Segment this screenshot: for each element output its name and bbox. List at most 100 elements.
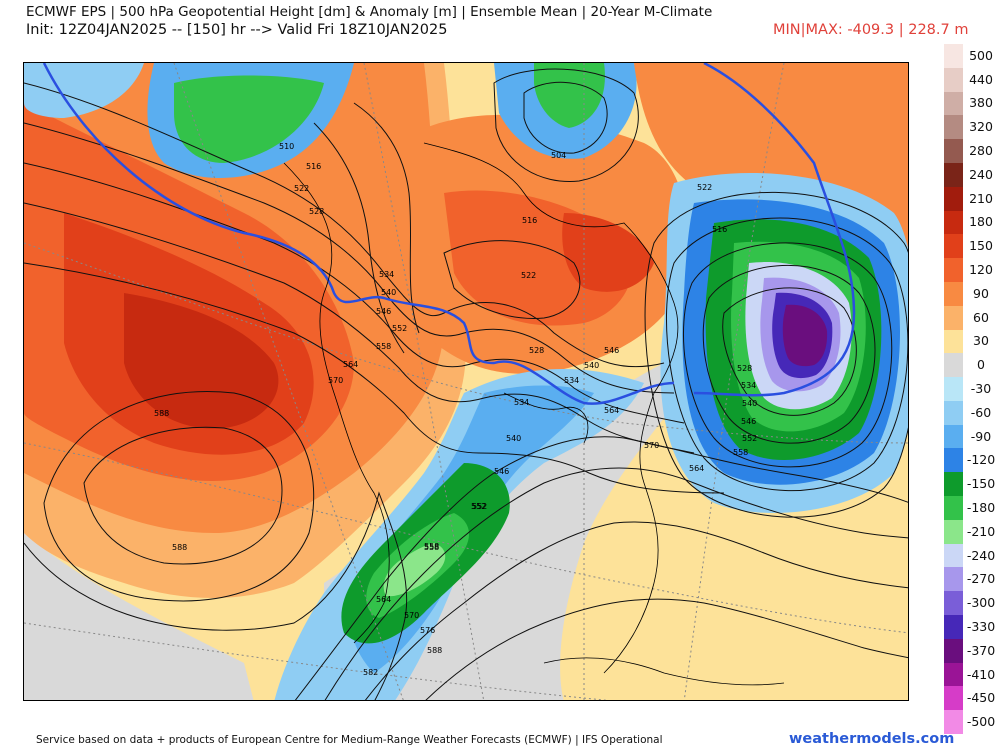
height-contours xyxy=(24,68,908,700)
legend-label: -180 xyxy=(966,499,996,515)
legend-swatch xyxy=(944,115,963,140)
legend-swatch xyxy=(944,210,963,235)
legend-swatch xyxy=(944,91,963,116)
legend-label: 120 xyxy=(969,262,993,278)
contour-label: 570 xyxy=(404,611,419,620)
legend-swatch xyxy=(944,710,963,735)
contour-label: 516 xyxy=(522,216,537,225)
init-valid-line: Init: 12Z04JAN2025 -- [150] hr --> Valid… xyxy=(26,22,448,38)
contour-label: 570 xyxy=(328,376,343,385)
contour-label: 558 xyxy=(376,342,391,351)
legend-label: -270 xyxy=(966,571,996,587)
legend-label: -330 xyxy=(966,618,996,634)
contour-label: 564 xyxy=(604,406,619,415)
legend-label: 210 xyxy=(969,190,993,206)
contour-labels: 510 516 522 528 534 540 546 552 558 564 … xyxy=(154,142,757,677)
contour-label: 528 xyxy=(737,364,752,373)
anomaly-zone-negative-greenland xyxy=(534,63,605,128)
contour-label: 540 xyxy=(506,434,521,443)
anomaly-zone-negative-south-central-core xyxy=(383,543,446,597)
contour-label: 564 xyxy=(343,360,358,369)
legend-label: -120 xyxy=(966,452,996,468)
legend-label: 280 xyxy=(969,143,993,159)
legend-swatch xyxy=(944,258,963,283)
contour-label: 516 xyxy=(306,162,321,171)
legend-swatch xyxy=(944,567,963,592)
legend-label: 150 xyxy=(969,238,993,254)
legend-swatch xyxy=(944,353,963,378)
contour-label: 534 xyxy=(741,381,756,390)
contour-label: 546 xyxy=(741,417,756,426)
contour-label: 546 xyxy=(376,307,391,316)
contour-label: 528 xyxy=(529,346,544,355)
contour-label: 588 xyxy=(154,409,169,418)
attribution: Service based on data + products of Euro… xyxy=(36,734,663,746)
contour-label: 552 xyxy=(742,434,757,443)
contour-label: 522 xyxy=(294,184,309,193)
legend-swatch xyxy=(944,329,963,354)
contour-label: 528 xyxy=(309,207,324,216)
anomaly-zone-positive-labrador xyxy=(562,213,654,292)
legend-swatch xyxy=(944,448,963,473)
legend-swatch xyxy=(944,305,963,330)
contour-label: 558 xyxy=(424,542,439,551)
legend-label: -150 xyxy=(966,476,996,492)
legend-swatch xyxy=(944,186,963,212)
contour-label: 546 xyxy=(494,467,509,476)
contour-label: 558 xyxy=(424,543,439,552)
contour-label: 570 xyxy=(644,441,659,450)
legend-swatch xyxy=(944,377,963,402)
legend-label: -370 xyxy=(966,642,996,658)
contour-label: 516 xyxy=(712,225,727,234)
legend-label: 320 xyxy=(969,119,993,135)
anomaly-zone-negative-alaska xyxy=(174,75,324,163)
coastlines xyxy=(283,142,785,686)
contour-label: 534 xyxy=(514,398,529,407)
legend-label: -90 xyxy=(970,428,992,444)
contour-label: 534 xyxy=(564,376,579,385)
contour-label: 546 xyxy=(604,346,619,355)
min-max-readout: MIN|MAX: -409.3 | 228.7 m xyxy=(773,22,969,38)
legend-swatch xyxy=(944,686,963,711)
legend-label: 60 xyxy=(973,309,989,325)
legend-swatch xyxy=(944,519,963,545)
contour-label: 576 xyxy=(420,626,435,635)
legend-swatch xyxy=(944,638,963,664)
contour-label: 522 xyxy=(521,271,536,280)
legend-label: 30 xyxy=(973,333,989,349)
brand-link[interactable]: weathermodels.com xyxy=(789,731,955,747)
legend-swatch xyxy=(944,67,963,93)
contour-label: 558 xyxy=(733,448,748,457)
contour-label: 522 xyxy=(697,183,712,192)
legend-label: 240 xyxy=(969,166,993,182)
legend-label: 180 xyxy=(969,214,993,230)
legend-swatch xyxy=(944,281,963,307)
legend-label: -500 xyxy=(966,714,996,730)
contour-label: 540 xyxy=(584,361,599,370)
contour-label: 582 xyxy=(363,668,378,677)
legend-label: 440 xyxy=(969,71,993,87)
legend-swatch xyxy=(944,400,963,426)
legend-swatch xyxy=(944,543,963,568)
anomaly-zone-negative-bering xyxy=(24,63,144,118)
reference-contours-blue xyxy=(42,63,856,405)
legend-label: -210 xyxy=(966,523,996,539)
legend-label: -410 xyxy=(966,666,996,682)
contour-label: 540 xyxy=(381,288,396,297)
contour-label: 552 xyxy=(392,324,407,333)
anomaly-zone-negative-atlantic-core xyxy=(782,304,828,367)
contour-label: 534 xyxy=(379,270,394,279)
anomaly-zone-neutral-sw xyxy=(24,533,254,700)
legend-label: -300 xyxy=(966,595,996,611)
legend-swatch xyxy=(944,139,963,164)
legend-swatch xyxy=(944,234,963,259)
legend-swatch xyxy=(944,472,963,497)
legend-label: -60 xyxy=(970,404,992,420)
anomaly-map: 510 516 522 528 534 540 546 552 558 564 … xyxy=(23,62,909,701)
legend-swatch xyxy=(944,44,963,69)
contour-label: 552 xyxy=(472,502,487,511)
legend-swatch xyxy=(944,162,963,188)
legend-swatch xyxy=(944,662,963,687)
contour-label: 504 xyxy=(551,151,566,160)
legend-label: 500 xyxy=(969,47,993,63)
